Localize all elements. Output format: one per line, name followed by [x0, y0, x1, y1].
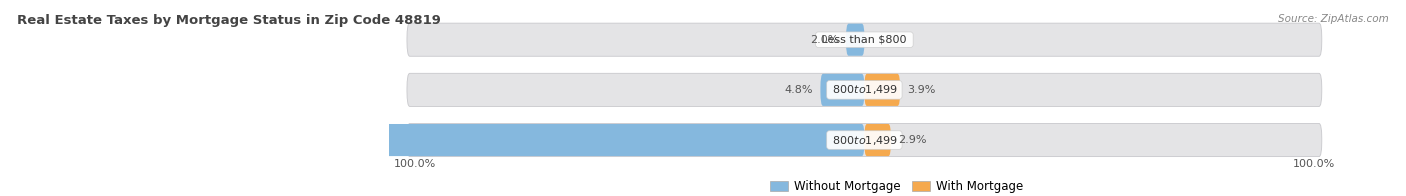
FancyBboxPatch shape — [820, 74, 865, 106]
Text: Real Estate Taxes by Mortgage Status in Zip Code 48819: Real Estate Taxes by Mortgage Status in … — [17, 14, 440, 27]
Text: $800 to $1,499: $800 to $1,499 — [830, 133, 900, 147]
FancyBboxPatch shape — [865, 74, 900, 106]
Text: Less than $800: Less than $800 — [818, 35, 910, 45]
Text: 3.9%: 3.9% — [907, 85, 936, 95]
Text: Source: ZipAtlas.com: Source: ZipAtlas.com — [1278, 14, 1389, 24]
Text: $800 to $1,499: $800 to $1,499 — [830, 83, 900, 96]
FancyBboxPatch shape — [406, 123, 1322, 157]
Text: 100.0%: 100.0% — [394, 159, 436, 169]
Text: 2.0%: 2.0% — [810, 35, 839, 45]
FancyBboxPatch shape — [406, 23, 1322, 56]
Text: 92.9%: 92.9% — [28, 135, 67, 145]
FancyBboxPatch shape — [406, 73, 1322, 106]
FancyBboxPatch shape — [846, 24, 865, 56]
Text: 100.0%: 100.0% — [1294, 159, 1336, 169]
FancyBboxPatch shape — [14, 124, 865, 156]
Legend: Without Mortgage, With Mortgage: Without Mortgage, With Mortgage — [765, 175, 1028, 196]
FancyBboxPatch shape — [865, 124, 891, 156]
Text: 2.9%: 2.9% — [898, 135, 927, 145]
Text: 4.8%: 4.8% — [785, 85, 813, 95]
